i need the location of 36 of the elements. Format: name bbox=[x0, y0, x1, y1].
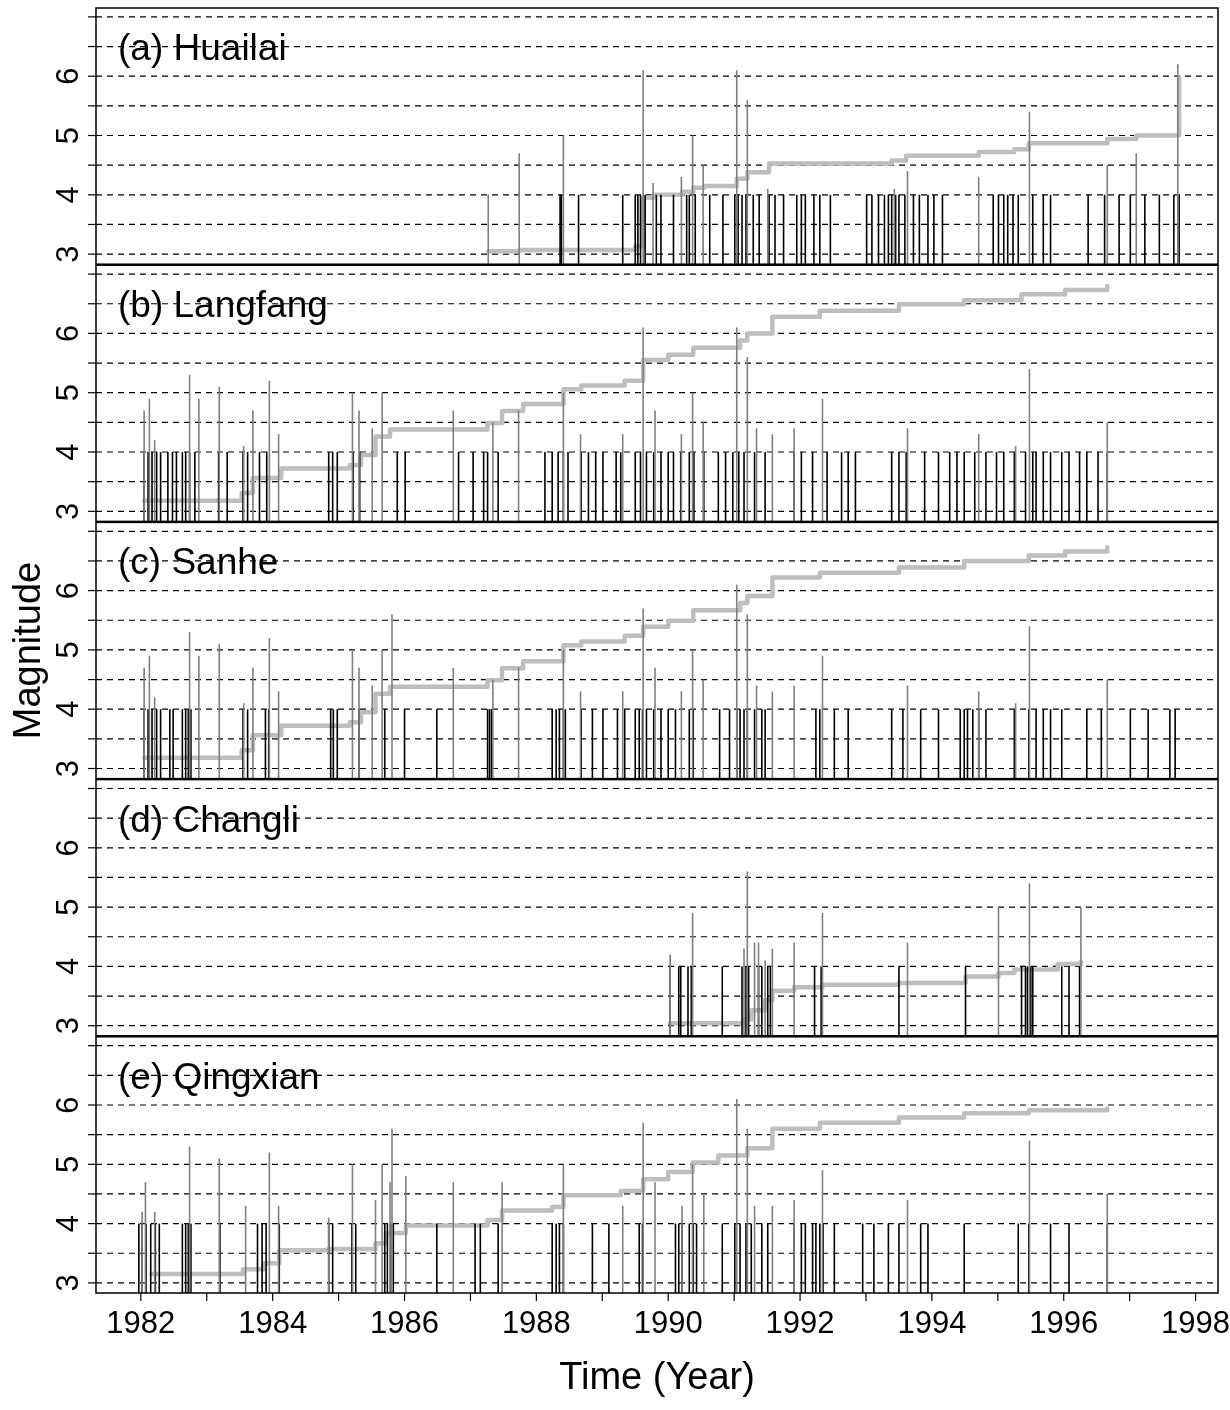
y-tick-label: 6 bbox=[50, 581, 85, 600]
y-tick-label: 5 bbox=[50, 126, 85, 145]
y-tick-label: 6 bbox=[50, 324, 85, 343]
y-tick-label: 4 bbox=[50, 700, 85, 718]
text: (e) Qingxian bbox=[118, 1055, 320, 1097]
text: (b) Langfang bbox=[118, 284, 328, 326]
y-tick-label: 3 bbox=[50, 759, 85, 778]
y-tick-label: 5 bbox=[50, 641, 85, 659]
y-tick-label: 3 bbox=[50, 1274, 85, 1292]
y-tick-label: 4 bbox=[50, 1214, 85, 1233]
y-tick-label: 5 bbox=[50, 898, 85, 916]
y-axis-title: Magnitude bbox=[6, 561, 48, 740]
y-tick-label: 4 bbox=[50, 957, 85, 976]
x-tick-label: 1982 bbox=[106, 1305, 176, 1340]
x-tick-label: 1984 bbox=[238, 1305, 308, 1340]
y-tick-label: 5 bbox=[50, 1155, 85, 1173]
x-tick-label: 1988 bbox=[501, 1305, 571, 1340]
text: (c) Sanhe bbox=[118, 541, 279, 583]
x-tick-label: 1986 bbox=[370, 1305, 439, 1340]
y-tick-label: 5 bbox=[50, 384, 85, 402]
y-tick-label: 6 bbox=[50, 67, 85, 85]
x-tick-label: 1998 bbox=[1161, 1305, 1230, 1340]
text: (a) Huailai bbox=[118, 27, 287, 68]
y-tick-label: 4 bbox=[50, 443, 85, 461]
x-axis-title: Time (Year) bbox=[559, 1355, 755, 1397]
y-tick-label: 3 bbox=[50, 502, 85, 520]
x-tick-label: 1990 bbox=[633, 1305, 703, 1340]
y-tick-label: 6 bbox=[50, 839, 85, 857]
x-tick-label: 1994 bbox=[897, 1305, 967, 1340]
y-tick-label: 6 bbox=[50, 1096, 85, 1114]
x-tick-label: 1996 bbox=[1029, 1305, 1099, 1340]
y-tick-label: 3 bbox=[50, 245, 85, 263]
y-tick-label: 4 bbox=[50, 186, 85, 204]
text: (d) Changli bbox=[118, 798, 299, 840]
y-tick-label: 3 bbox=[50, 1017, 85, 1035]
x-tick-label: 1992 bbox=[765, 1305, 835, 1340]
